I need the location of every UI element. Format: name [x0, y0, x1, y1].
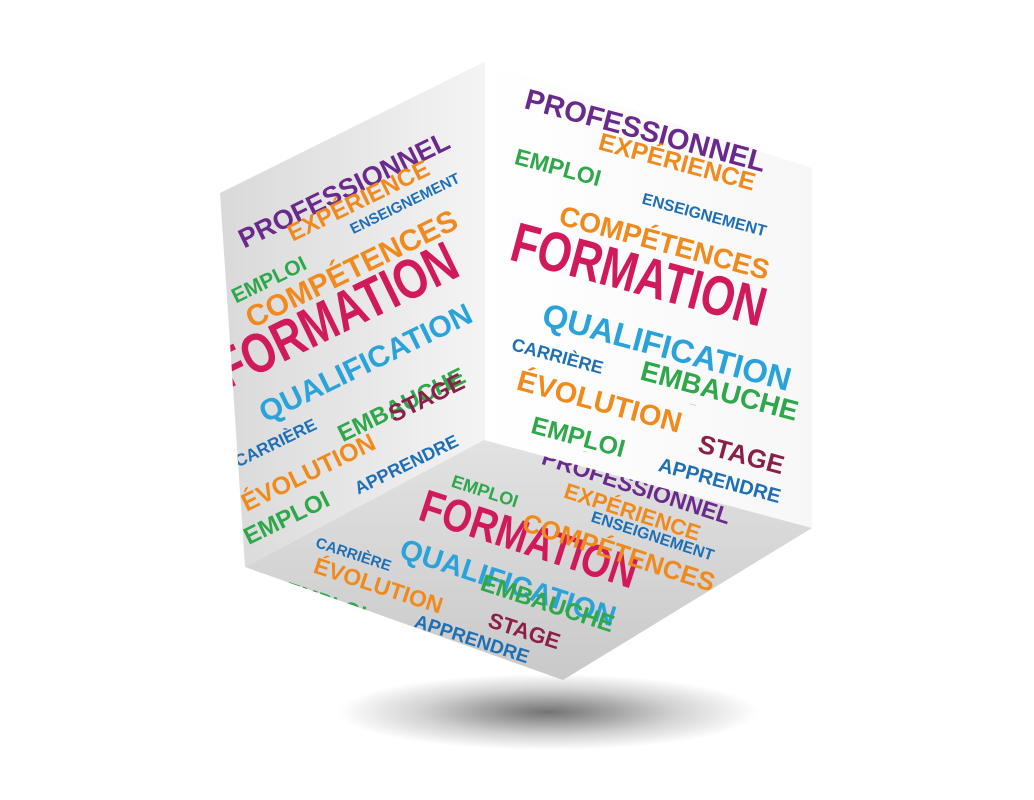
- cube-shadow: [338, 674, 758, 750]
- cube-right-face: [484, 62, 812, 528]
- right-word-embauche: EMBAUCHE: [690, 402, 697, 406]
- cube-left-face: [220, 62, 484, 567]
- cube-bottom-face: [245, 440, 812, 680]
- right-word-emploi: EMPLOI: [583, 451, 588, 454]
